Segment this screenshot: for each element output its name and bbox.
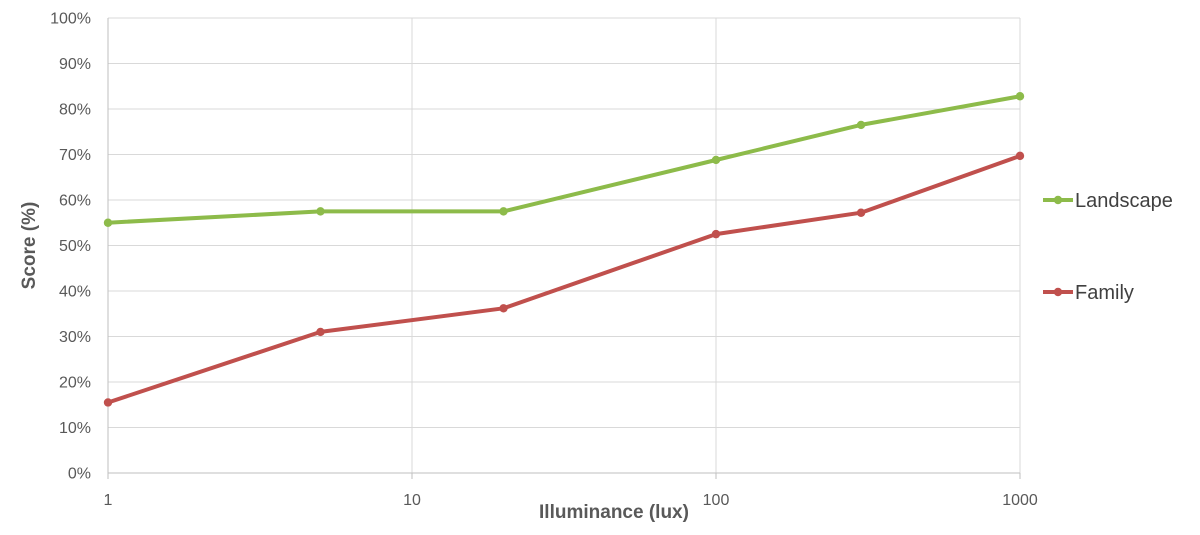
y-axis-ticks: 0% 10% 20% 30% 40% 50% 60% 70% 80% 90% 100% xyxy=(50,11,91,483)
data-point-family xyxy=(499,304,508,313)
data-point-landscape xyxy=(1015,92,1025,101)
y-tick-label: 80% xyxy=(59,102,91,119)
y-tick-label: 10% xyxy=(59,420,91,437)
y-tick-label: 50% xyxy=(59,238,91,255)
series-line-family xyxy=(106,153,1022,405)
series-line-landscape xyxy=(106,94,1022,225)
data-point-family xyxy=(711,229,721,239)
legend-marker-landscape xyxy=(1053,195,1063,205)
data-point-landscape xyxy=(711,155,721,165)
data-point-landscape xyxy=(856,120,866,130)
x-tick-label: 1 xyxy=(104,492,113,509)
x-tick-label: 100 xyxy=(703,492,730,509)
legend-marker-family xyxy=(1053,287,1063,297)
data-point-landscape xyxy=(499,207,508,216)
y-axis-title: Score (%) xyxy=(19,202,40,290)
x-tick-label: 1000 xyxy=(1002,492,1038,509)
data-point-landscape xyxy=(103,218,113,227)
data-point-family xyxy=(1015,151,1025,161)
x-tick-label: 10 xyxy=(403,492,421,509)
y-tick-label: 90% xyxy=(59,56,91,73)
x-axis-title: Illuminance (lux) xyxy=(539,502,689,523)
data-point-family xyxy=(316,327,325,337)
y-tick-label: 70% xyxy=(59,147,91,164)
series-group xyxy=(103,92,1025,407)
data-point-family xyxy=(856,208,866,217)
y-tick-label: 0% xyxy=(68,466,91,483)
y-tick-label: 20% xyxy=(59,375,91,392)
axes xyxy=(107,18,1021,479)
data-point-family xyxy=(103,398,113,407)
legend-label-family: Family xyxy=(1075,282,1134,304)
legend: Landscape Family xyxy=(1043,190,1173,304)
y-tick-label: 100% xyxy=(50,11,91,28)
legend-label-landscape: Landscape xyxy=(1075,190,1173,212)
x-axis-ticks: 1 10 100 1000 xyxy=(104,492,1038,509)
grid xyxy=(107,17,1021,474)
y-tick-label: 40% xyxy=(59,284,91,301)
y-tick-label: 60% xyxy=(59,193,91,210)
data-point-landscape xyxy=(316,207,325,216)
y-tick-label: 30% xyxy=(59,329,91,346)
